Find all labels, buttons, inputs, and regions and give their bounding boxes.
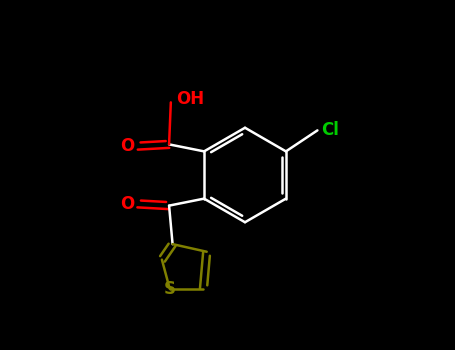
- Text: O: O: [120, 195, 134, 213]
- Text: S: S: [164, 280, 176, 298]
- Text: O: O: [120, 137, 134, 155]
- Text: Cl: Cl: [321, 121, 339, 139]
- Text: OH: OH: [176, 90, 204, 108]
